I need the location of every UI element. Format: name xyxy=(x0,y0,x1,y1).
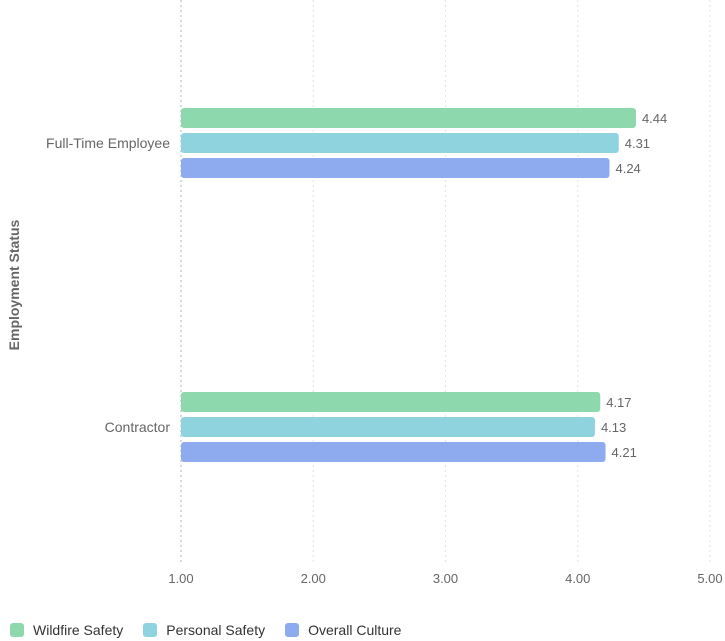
bar xyxy=(181,417,595,437)
x-tick-label: 5.00 xyxy=(697,571,722,586)
x-tick-label: 4.00 xyxy=(565,571,590,586)
category-label: Full-Time Employee xyxy=(46,135,170,151)
y-axis-title: Employment Status xyxy=(6,219,22,350)
legend-swatch xyxy=(10,623,24,637)
legend-label: Wildfire Safety xyxy=(33,622,124,638)
bars-group: 4.44 4.31 4.24 4.17 4.13 4.21 xyxy=(181,108,667,462)
value-label: 4.13 xyxy=(601,420,626,435)
legend-swatch xyxy=(285,623,300,637)
x-tick-label: 2.00 xyxy=(301,571,326,586)
bar xyxy=(181,158,610,178)
legend: Wildfire Safety Personal Safety Overall Cu… xyxy=(10,622,401,638)
legend-label: Personal Safety xyxy=(166,622,266,638)
category-labels: Full-Time Employee Contractor xyxy=(46,135,170,435)
grid-lines xyxy=(180,0,711,562)
x-tick-labels: 1.00 2.00 3.00 4.00 5.00 xyxy=(168,571,722,586)
value-label: 4.44 xyxy=(642,111,667,126)
x-tick-label: 3.00 xyxy=(433,571,458,586)
value-label: 4.17 xyxy=(606,395,631,410)
x-tick-label: 1.00 xyxy=(168,571,193,586)
bar xyxy=(181,392,601,412)
bar xyxy=(181,442,606,462)
legend-swatch xyxy=(143,623,158,637)
value-label: 4.31 xyxy=(625,136,650,151)
bar xyxy=(181,108,636,128)
category-label: Contractor xyxy=(105,419,171,435)
bar xyxy=(181,133,619,153)
legend-item[interactable]: Personal Safety xyxy=(143,622,265,638)
legend-item[interactable]: Overall Culture xyxy=(285,622,401,638)
legend-item[interactable]: Wildfire Safety xyxy=(10,622,123,638)
value-label: 4.21 xyxy=(612,445,637,460)
legend-label: Overall Culture xyxy=(308,622,402,638)
value-label: 4.24 xyxy=(615,161,640,176)
